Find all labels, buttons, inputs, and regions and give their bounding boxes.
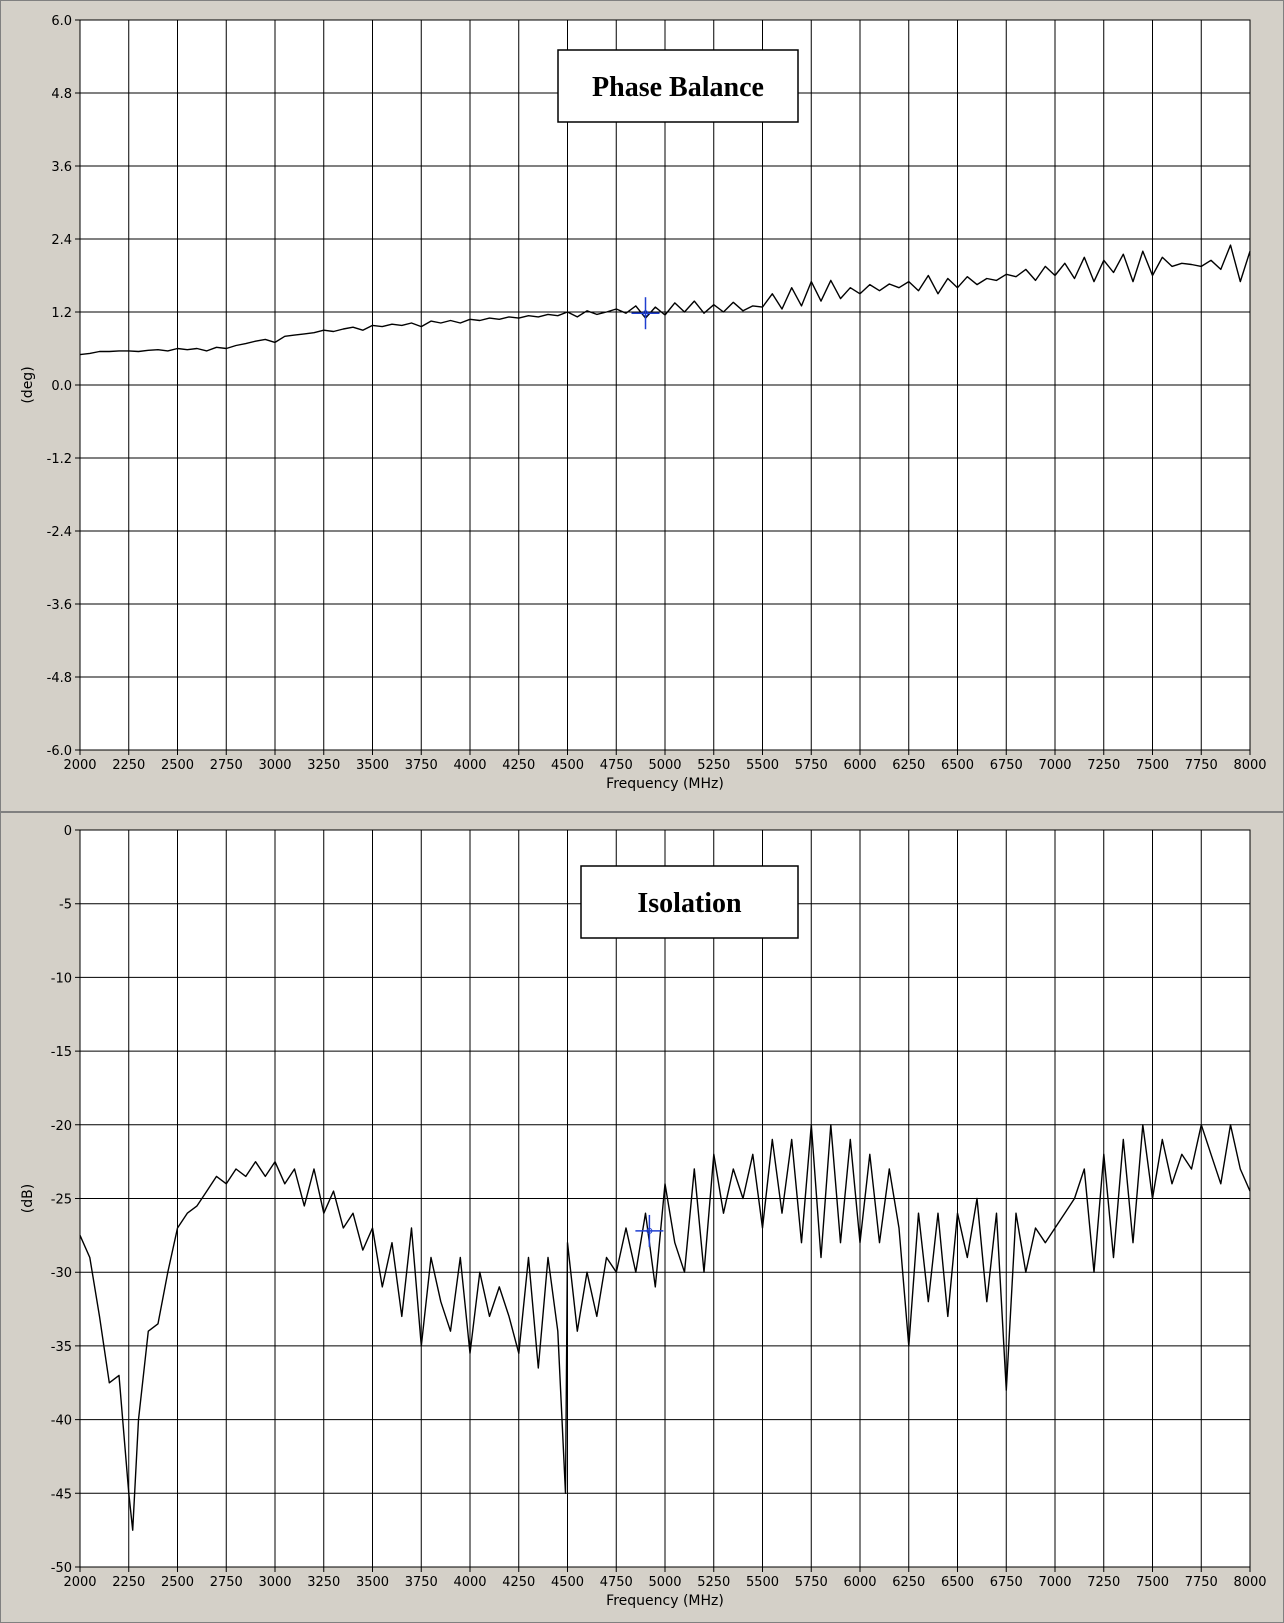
cursor-marker-dot — [646, 1227, 653, 1234]
x-tick-label: 5000 — [648, 1575, 681, 1590]
x-tick-label: 6750 — [990, 758, 1023, 773]
x-tick-label: 4250 — [502, 1575, 535, 1590]
x-tick-label: 5000 — [648, 758, 681, 773]
x-tick-label: 7000 — [1038, 1575, 1071, 1590]
x-tick-label: 2750 — [210, 758, 243, 773]
x-tick-label: 7250 — [1087, 758, 1120, 773]
x-tick-label: 4750 — [600, 758, 633, 773]
x-tick-label: 2000 — [63, 1575, 96, 1590]
y-tick-label: -5 — [59, 898, 72, 913]
x-tick-label: 4500 — [551, 1575, 584, 1590]
x-tick-label: 2250 — [112, 758, 145, 773]
x-tick-label: 3750 — [405, 1575, 438, 1590]
x-tick-label: 4500 — [551, 758, 584, 773]
y-tick-label: -15 — [51, 1045, 72, 1060]
y-tick-label: -40 — [51, 1414, 72, 1429]
x-tick-label: 7500 — [1136, 758, 1169, 773]
y-tick-label: 2.4 — [51, 233, 72, 248]
title-box — [580, 865, 799, 939]
x-tick-label: 2250 — [112, 1575, 145, 1590]
x-tick-label: 5250 — [697, 758, 730, 773]
y-tick-label: -25 — [51, 1193, 72, 1208]
x-tick-label: 2500 — [161, 758, 194, 773]
title-box — [557, 49, 799, 123]
y-axis-label: (dB) — [20, 1184, 36, 1213]
x-tick-label: 7750 — [1185, 1575, 1218, 1590]
x-tick-label: 5500 — [746, 1575, 779, 1590]
y-tick-label: 1.2 — [51, 306, 72, 321]
x-tick-label: 6000 — [843, 1575, 876, 1590]
y-tick-label: -30 — [51, 1266, 72, 1281]
y-tick-label: 0 — [64, 824, 72, 839]
y-tick-label: -50 — [51, 1561, 72, 1576]
y-axis-label: (deg) — [20, 366, 36, 403]
x-tick-label: 6500 — [941, 758, 974, 773]
x-tick-label: 6250 — [892, 1575, 925, 1590]
x-tick-label: 3000 — [258, 1575, 291, 1590]
y-tick-label: -6.0 — [47, 744, 72, 759]
y-tick-label: -20 — [51, 1119, 72, 1134]
x-tick-label: 6250 — [892, 758, 925, 773]
y-tick-label: -10 — [51, 971, 72, 986]
x-axis-label: Frequency (MHz) — [606, 1593, 724, 1609]
x-tick-label: 7250 — [1087, 1575, 1120, 1590]
x-tick-label: 4750 — [600, 1575, 633, 1590]
cursor-marker-dot — [642, 310, 649, 317]
x-tick-label: 8000 — [1233, 758, 1266, 773]
x-tick-label: 5750 — [795, 1575, 828, 1590]
x-tick-label: 3500 — [356, 758, 389, 773]
x-tick-label: 6000 — [843, 758, 876, 773]
x-tick-label: 7000 — [1038, 758, 1071, 773]
x-tick-label: 4000 — [453, 1575, 486, 1590]
x-tick-label: 3250 — [307, 1575, 340, 1590]
y-tick-label: 3.6 — [51, 160, 72, 175]
x-tick-label: 3500 — [356, 1575, 389, 1590]
chart-panel-2: 2000 2250 2500 2750 3000 3250 3500 3750 4000 4250… — [0, 812, 1284, 1623]
x-tick-label: 5500 — [746, 758, 779, 773]
y-tick-label: 4.8 — [51, 87, 72, 102]
x-tick-label: 3000 — [258, 758, 291, 773]
x-axis-label: Frequency (MHz) — [606, 776, 724, 792]
series-line — [79, 244, 1251, 356]
x-tick-label: 3750 — [405, 758, 438, 773]
x-tick-label: 5750 — [795, 758, 828, 773]
x-tick-label: 2750 — [210, 1575, 243, 1590]
x-tick-label: 8000 — [1233, 1575, 1266, 1590]
y-tick-label: -35 — [51, 1340, 72, 1355]
x-tick-label: 4250 — [502, 758, 535, 773]
y-tick-label: -45 — [51, 1487, 72, 1502]
y-tick-label: -4.8 — [47, 671, 72, 686]
x-tick-label: 2500 — [161, 1575, 194, 1590]
y-tick-label: -1.2 — [47, 452, 72, 467]
x-tick-label: 2000 — [63, 758, 96, 773]
x-tick-label: 6750 — [990, 1575, 1023, 1590]
chart-panel-1: 2000 2250 2500 2750 3000 3250 3500 3750 4000 4250… — [0, 0, 1284, 812]
y-tick-label: 6.0 — [51, 14, 72, 29]
chart-title: Isolation — [637, 888, 742, 919]
y-tick-label: 0.0 — [51, 379, 72, 394]
y-tick-label: -2.4 — [47, 525, 72, 540]
x-tick-label: 3250 — [307, 758, 340, 773]
x-tick-label: 7750 — [1185, 758, 1218, 773]
x-tick-label: 4000 — [453, 758, 486, 773]
y-tick-label: -3.6 — [47, 598, 72, 613]
series-line — [79, 1124, 1251, 1531]
x-tick-label: 5250 — [697, 1575, 730, 1590]
x-tick-label: 6500 — [941, 1575, 974, 1590]
chart-title: Phase Balance — [592, 72, 764, 103]
x-tick-label: 7500 — [1136, 1575, 1169, 1590]
